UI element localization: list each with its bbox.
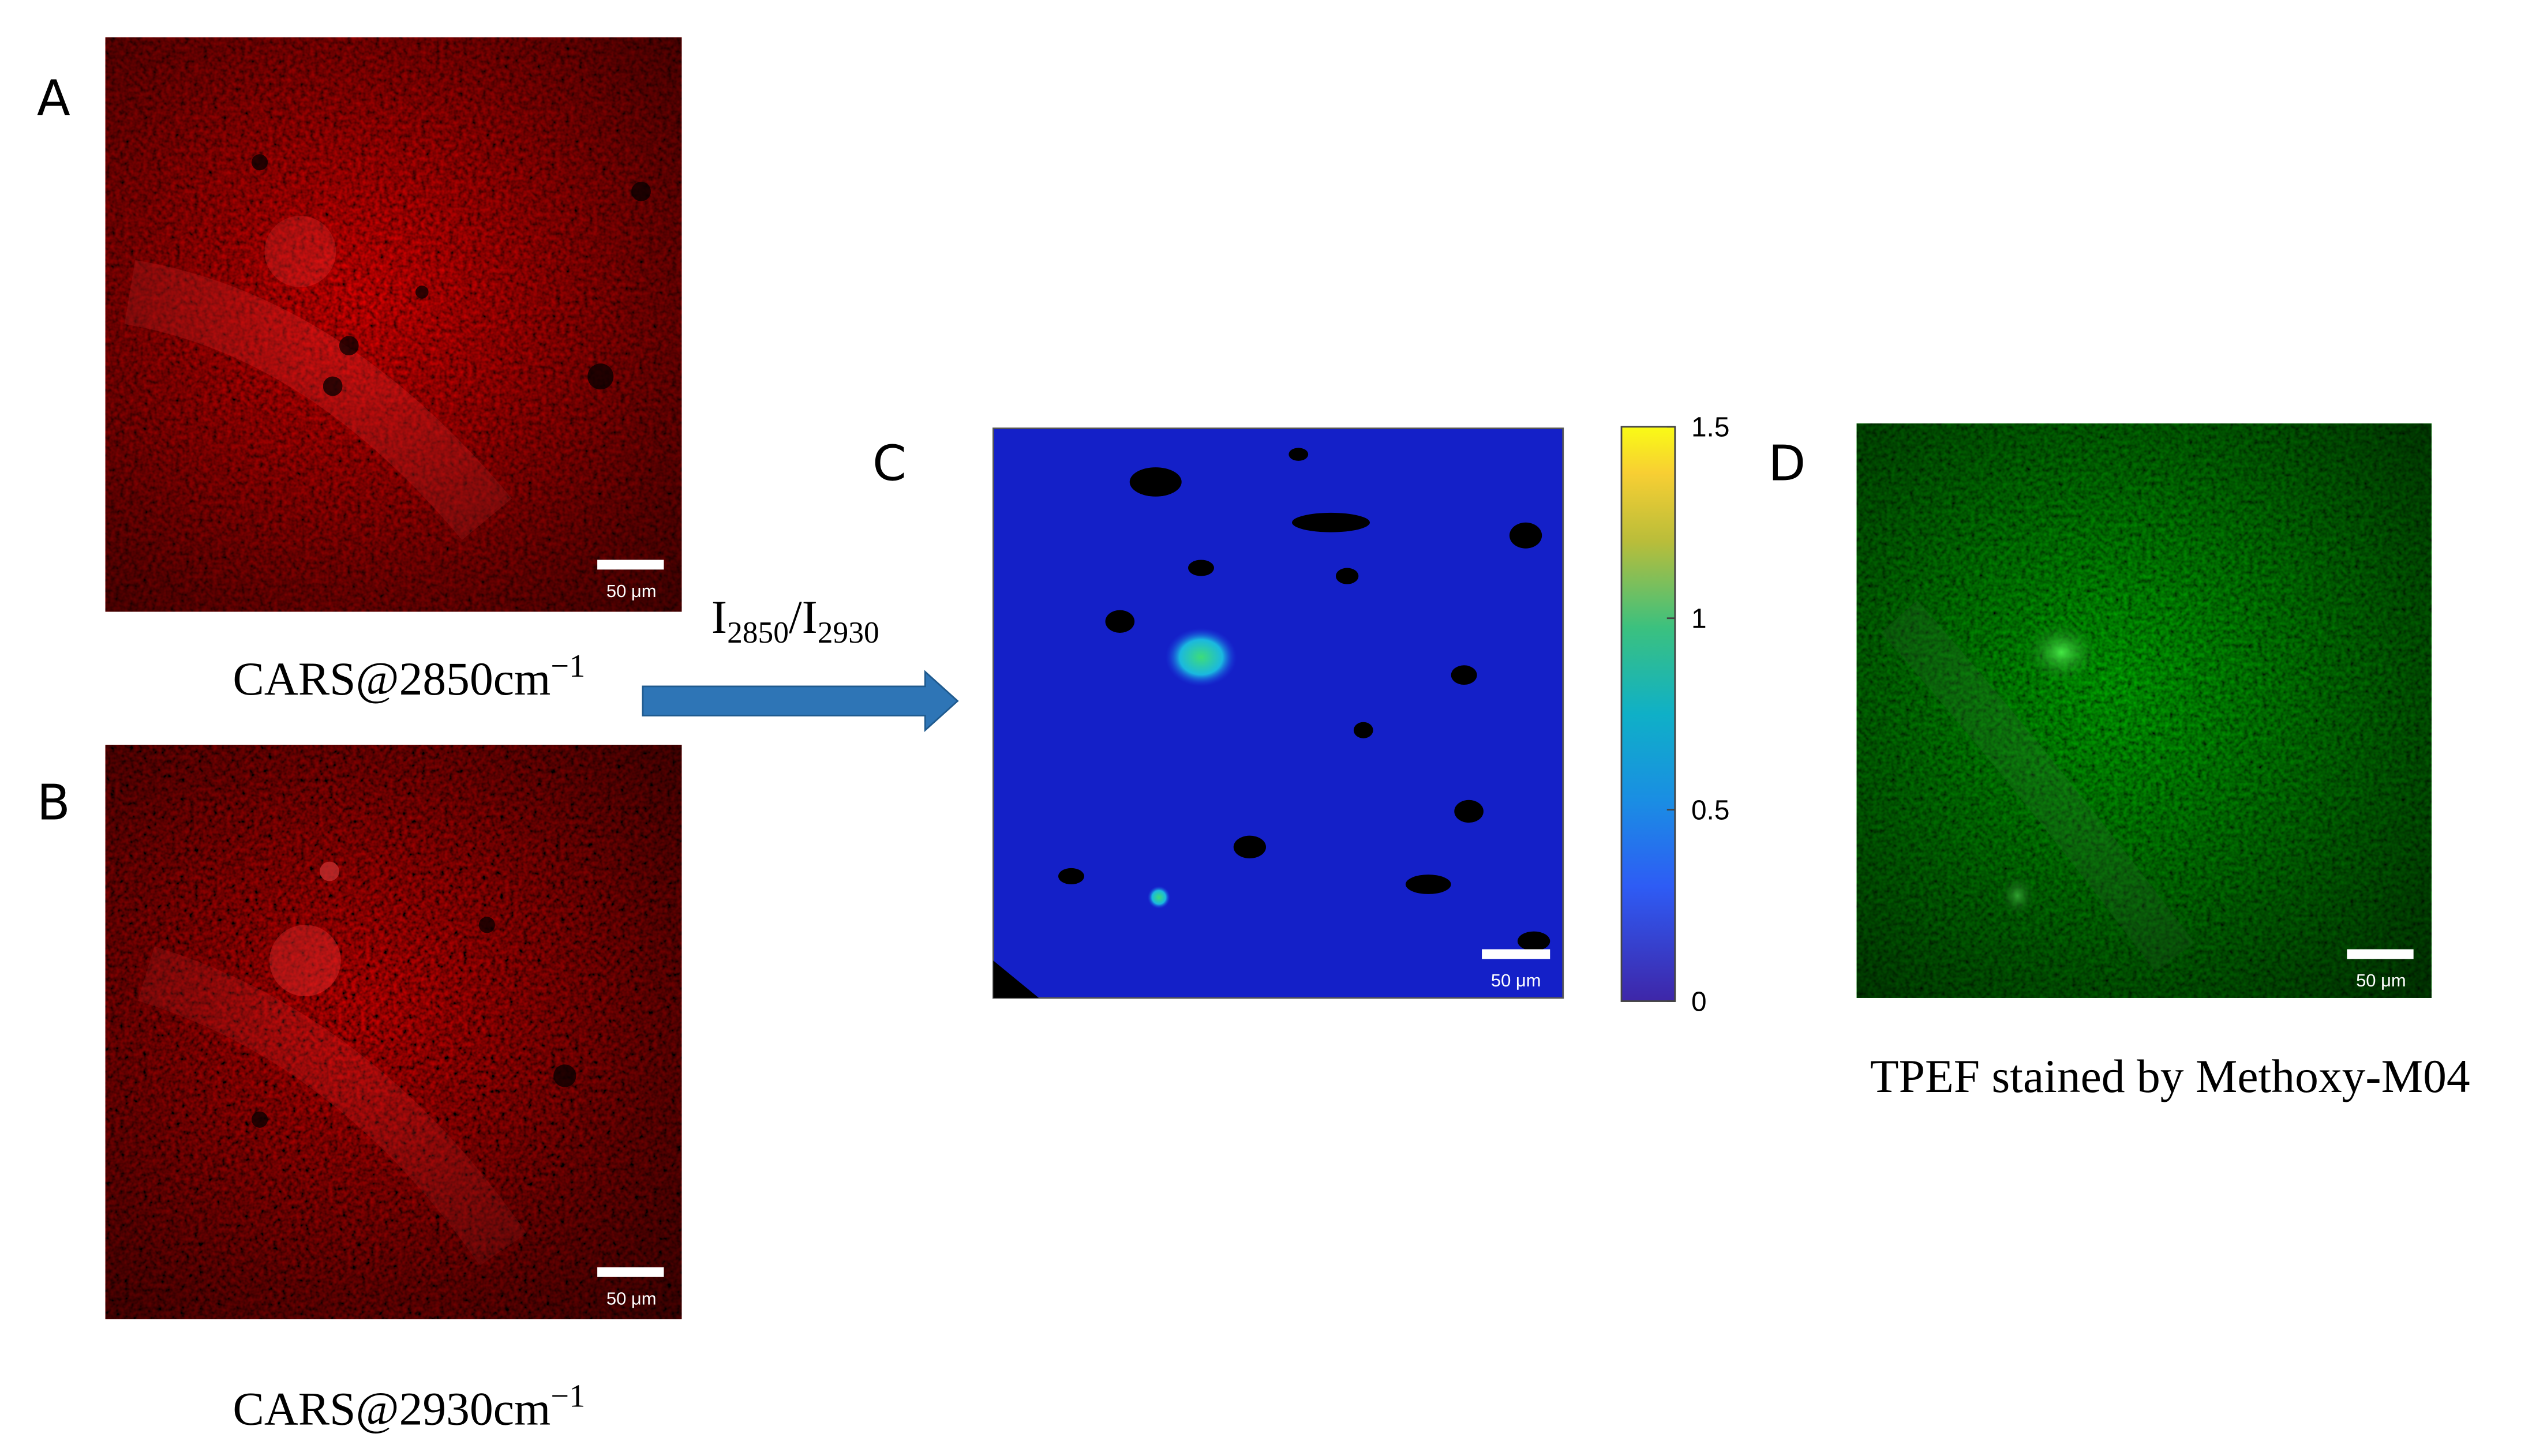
caption-text: CARS@2930cm [233,1383,550,1435]
panel-label: A [37,70,70,127]
ratio-sep: / [789,591,802,643]
image-d [1856,423,2432,998]
ratio-num-sub: 2850 [727,615,789,650]
ratio-label: I2850/I2930 [711,591,879,650]
scale-bar-label: 50 μm [606,581,657,601]
colorbar-tick-label: 1.5 [1691,412,1729,443]
ratio-den-sub: 2930 [818,615,879,650]
arrow [642,670,959,732]
scale-bar [597,1267,664,1277]
ratio-den: I [802,591,818,643]
image-b [105,745,682,1319]
panel-label: B [37,775,70,831]
panel-label: D [1768,436,1806,492]
caption-sup: −1 [550,1379,585,1414]
scale-bar [597,560,664,570]
ratio-num: I [711,591,727,643]
scale-bar-label: 50 μm [606,1289,657,1309]
colorbar-tick-label: 0.5 [1691,795,1729,826]
panel-label: C [872,436,907,492]
colorbar [1620,426,1676,1002]
caption-text: CARS@2850cm [233,652,550,705]
caption: CARS@2930cm−1 [233,1379,585,1435]
image-c [992,427,1564,999]
image-a [105,37,682,612]
scale-bar-label: 50 μm [2356,970,2406,990]
caption: TPEF stained by Methoxy-M04 [1870,1050,2470,1102]
scale-bar [1482,949,1550,959]
scale-bar-label: 50 μm [1491,970,1541,990]
caption-sup: −1 [550,648,585,684]
scale-bar [2347,949,2414,959]
colorbar-tick-label: 1 [1691,604,1707,635]
caption: CARS@2850cm−1 [233,648,585,705]
colorbar-tick-label: 0 [1691,986,1707,1017]
